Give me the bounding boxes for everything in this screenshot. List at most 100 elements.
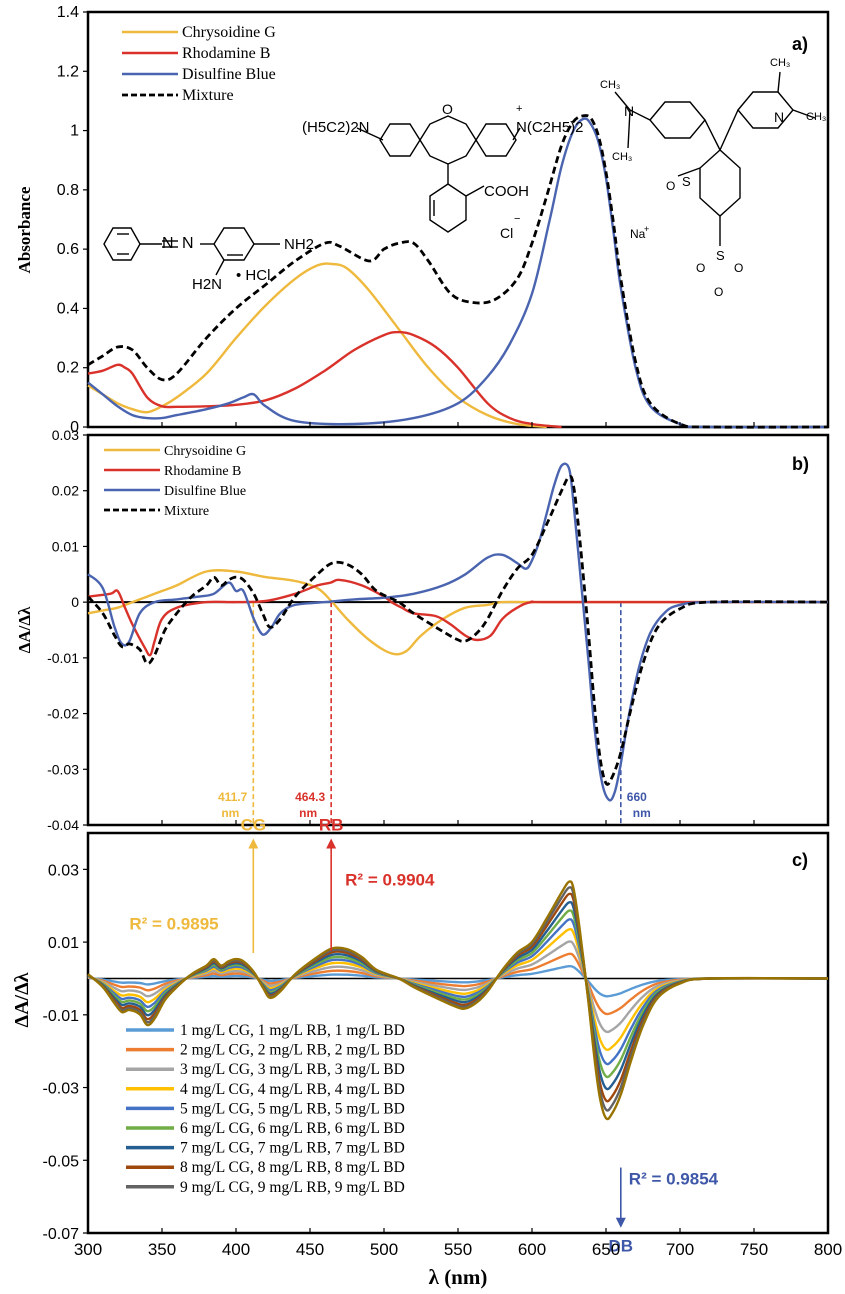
- y-tick-label: -0.05: [43, 1153, 80, 1170]
- series-line-disulfine-blue: [87, 462, 829, 802]
- wavelength-marker-unit: nm: [633, 806, 651, 820]
- panel-c-label: c): [792, 850, 808, 870]
- series-line-mixture: [87, 114, 829, 429]
- concentration-series-line: [87, 880, 829, 1121]
- series-line-chrysoidine-g: [87, 262, 547, 429]
- series-line-rhodamine-b: [87, 578, 828, 657]
- y-tick-label: 0.6: [57, 241, 79, 258]
- legend-label: 3 mg/L CG, 3 mg/L RB, 3 mg/L BD: [180, 1061, 405, 1078]
- panel-a-y-axis-label: Absorbance: [15, 186, 34, 273]
- y-tick-label: 0: [71, 594, 79, 610]
- y-tick-label: 0.02: [52, 483, 79, 499]
- panel-c-lines: [87, 880, 829, 1121]
- x-tick-label: 750: [740, 1240, 768, 1259]
- wavelength-marker-unit: nm: [221, 806, 239, 820]
- svg-text:O: O: [666, 179, 675, 193]
- y-tick-label: -0.03: [47, 761, 79, 777]
- panel-b-annotations: 411.7 nm 464.3 nm 660 nm: [218, 602, 651, 825]
- y-tick-label: -0.01: [43, 1008, 80, 1025]
- rb-acid-group: COOH: [484, 183, 529, 200]
- x-axis: 300 350 400 450 500 550 600 650 700 750 800: [74, 422, 842, 1259]
- legend-label: 7 mg/L CG, 7 mg/L RB, 7 mg/L BD: [180, 1140, 405, 1157]
- legend-label: Rhodamine B: [182, 45, 270, 62]
- x-tick-label: 550: [444, 1240, 472, 1259]
- y-tick-label: -0.01: [47, 650, 79, 666]
- rb-r2-label: R² = 0.9904: [345, 871, 435, 890]
- legend-label: Disulfine Blue: [164, 484, 246, 499]
- y-tick-label: 0: [70, 419, 79, 436]
- panel-b-legend: Chrysoidine G Rhodamine B Disulfine Blue Mi…: [104, 444, 246, 519]
- wavelength-marker-value: 411.7: [218, 790, 248, 804]
- x-axis-label: λ (nm): [429, 1265, 488, 1289]
- y-tick-label: -0.07: [43, 1226, 80, 1243]
- legend-label: Chrysoidine G: [164, 444, 246, 459]
- rhodamine-structure: O (H5C2)2N N(C2H5)2 COOH Cl + −: [302, 101, 584, 241]
- cg-amine-label: NH2: [284, 236, 314, 253]
- legend-label: Chrysoidine G: [182, 24, 276, 41]
- x-tick-label: 500: [370, 1240, 398, 1259]
- svg-text:+: +: [644, 224, 649, 234]
- cg-salt-label: • HCl: [236, 267, 270, 284]
- y-tick-label: 0.2: [57, 360, 79, 377]
- cg-arrow-head: [248, 838, 259, 849]
- cg-r2-label: R² = 0.9895: [129, 914, 218, 933]
- svg-text:CH₃: CH₃: [612, 151, 632, 163]
- x-tick-label: 600: [518, 1240, 546, 1259]
- y-tick-label: 1.2: [57, 63, 79, 80]
- svg-text:−: −: [514, 213, 520, 225]
- legend-label: Mixture: [182, 87, 234, 104]
- y-tick-label: 1: [70, 123, 79, 140]
- svg-text:S: S: [682, 174, 691, 189]
- rb-anion: Cl: [500, 225, 513, 241]
- y-tick-label: 0.01: [48, 935, 79, 952]
- svg-text:O: O: [714, 285, 723, 299]
- legend-label: Disulfine Blue: [182, 66, 276, 83]
- panel-a-y-ticks: 0 0.2 0.4 0.6 0.8 1 1.2 1.4: [57, 4, 88, 436]
- wavelength-marker-unit: nm: [299, 806, 317, 820]
- rb-right-group: N(C2H5)2: [516, 119, 584, 136]
- panel-a-legend: Chrysoidine G Rhodamine B Disulfine Blue Mi…: [122, 24, 276, 104]
- legend-label: 9 mg/L CG, 9 mg/L RB, 9 mg/L BD: [180, 1179, 405, 1196]
- rb-left-group: (H5C2)2N: [302, 119, 370, 136]
- db-label: DB: [609, 1237, 634, 1256]
- svg-text:O: O: [696, 261, 705, 275]
- panel-b: -0.04 -0.03 -0.02 -0.01 0 0.01 0.02 0.03 411.7 n…: [15, 427, 830, 833]
- y-tick-label: 0.03: [48, 862, 79, 879]
- svg-text:N: N: [774, 109, 784, 125]
- y-tick-label: -0.04: [47, 817, 79, 833]
- y-tick-label: -0.02: [47, 706, 79, 722]
- panel-a-label: a): [792, 34, 808, 54]
- svg-text:N: N: [624, 103, 634, 119]
- svg-text:N: N: [182, 235, 194, 252]
- legend-label: 2 mg/L CG, 2 mg/L RB, 2 mg/L BD: [180, 1042, 405, 1059]
- svg-text:CH₃: CH₃: [770, 57, 790, 69]
- legend-label: 8 mg/L CG, 8 mg/L RB, 8 mg/L BD: [180, 1159, 405, 1176]
- x-tick-label: 350: [148, 1240, 176, 1259]
- y-tick-label: 0.8: [57, 182, 79, 199]
- disulfine-structure: N N S S O O O O Na + CH₃ CH₃ CH₃ CH₃: [600, 57, 826, 299]
- x-tick-label: 800: [814, 1240, 842, 1259]
- svg-text:O: O: [442, 101, 453, 117]
- x-tick-label: 300: [74, 1240, 102, 1259]
- panel-b-lines: [86, 462, 829, 802]
- legend-label: Rhodamine B: [164, 464, 241, 479]
- panel-c-annotations: CG R² = 0.9895 RB R² = 0.9904 DB R² = 0.9854: [129, 815, 718, 1255]
- svg-text:CH₃: CH₃: [600, 79, 620, 91]
- series-line-rhodamine-b: [87, 330, 562, 429]
- series-line-chrysoidine-g: [87, 569, 828, 656]
- rb-label: RB: [319, 815, 344, 834]
- legend-label: 5 mg/L CG, 5 mg/L RB, 5 mg/L BD: [180, 1100, 405, 1117]
- y-tick-label: 0.4: [57, 300, 79, 317]
- panel-c-y-axis-label: ΔA/Δλ: [11, 972, 33, 1027]
- chrysoidine-structure: N N NH2 H2N • HCl: [103, 227, 314, 293]
- series-line-mixture: [86, 474, 829, 786]
- legend-label: 6 mg/L CG, 6 mg/L RB, 6 mg/L BD: [180, 1120, 405, 1137]
- panel-a: 0 0.2 0.4 0.6 0.8 1 1.2 1.4 a) Absorbance Chrys…: [15, 4, 830, 436]
- legend-label: Mixture: [164, 504, 209, 519]
- svg-text:CH₃: CH₃: [806, 111, 826, 123]
- x-tick-label: 450: [296, 1240, 324, 1259]
- cg-label: CG: [241, 815, 267, 834]
- legend-label: 4 mg/L CG, 4 mg/L RB, 4 mg/L BD: [180, 1081, 405, 1098]
- svg-text:O: O: [734, 261, 743, 275]
